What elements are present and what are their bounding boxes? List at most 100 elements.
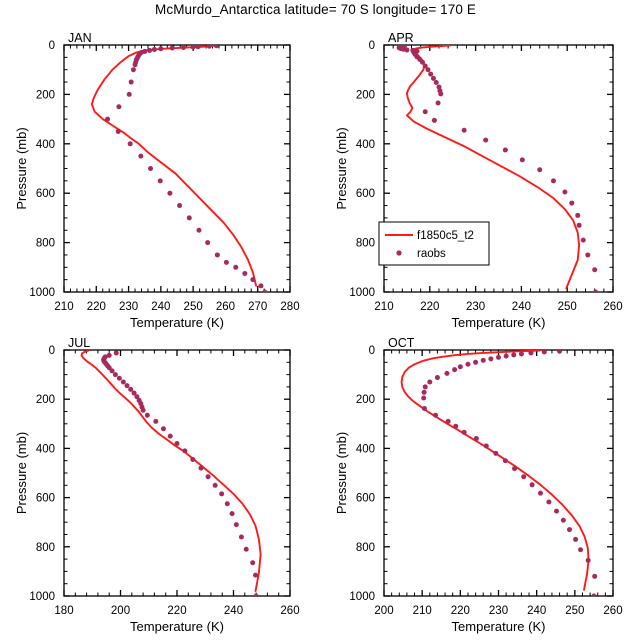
series-marker-raobs (554, 508, 560, 514)
y-tick-label: 1000 (29, 591, 55, 603)
series-marker-raobs (128, 386, 134, 392)
x-tick-label: 230 (489, 605, 508, 617)
series-marker-raobs (483, 137, 489, 143)
y-tick-label: 200 (356, 89, 375, 101)
panel-jul: 180 200 220 240 260 0 200 400 600 800 1000 JUL Tempe… (0, 335, 315, 640)
y-tick-label: 0 (369, 40, 375, 52)
series-marker-raobs (113, 350, 119, 356)
series-marker-raobs (238, 534, 244, 540)
series-marker-raobs (421, 395, 427, 401)
figure-title: McMurdo_Antarctica latitude= 70 S longit… (155, 2, 476, 17)
panel-month-label: OCT (388, 336, 415, 350)
y-tick-label: 0 (369, 345, 375, 357)
panel-oct-plot: 200 210 220 230 240 250 260 0 200 400 600 800 1000 OC… (334, 336, 623, 634)
series-marker-raobs (461, 429, 467, 435)
series-marker-raobs (518, 351, 524, 357)
x-tick-label: 210 (374, 301, 393, 313)
series-marker-raobs (473, 436, 479, 442)
y-tick-label: 800 (356, 542, 375, 554)
series-marker-raobs (157, 178, 163, 184)
plot-frame (383, 349, 614, 597)
panel-month-label: JUL (68, 336, 90, 350)
series-marker-raobs (105, 116, 111, 122)
series-marker-raobs (434, 375, 440, 381)
series-marker-raobs (198, 465, 204, 471)
series-marker-raobs (511, 352, 517, 358)
plot-frame (63, 349, 291, 597)
series-marker-raobs (576, 222, 582, 228)
panel-apr-plot: 210 220 230 240 250 260 0 200 400 600 800 1000 APR Te… (334, 31, 623, 330)
series-marker-raobs (258, 283, 264, 289)
series-marker-raobs (253, 572, 259, 578)
x-tick-label: 280 (280, 301, 299, 313)
series-marker-raobs (233, 264, 239, 270)
series-marker-raobs (126, 91, 132, 97)
series-marker-raobs (493, 450, 499, 456)
series-marker-raobs (250, 277, 256, 283)
series-marker-raobs (223, 259, 229, 265)
y-tick-label: 1000 (29, 287, 55, 299)
series-marker-raobs (575, 212, 581, 218)
series-marker-raobs (573, 536, 579, 542)
y-tick-label: 200 (356, 394, 375, 406)
y-tick-label: 800 (36, 238, 55, 250)
series-marker-raobs (433, 80, 439, 86)
panel-apr: 210 220 230 240 250 260 0 200 400 600 800 1000 APR Te… (316, 30, 631, 330)
series-marker-raobs (502, 458, 508, 464)
x-tick-label: 230 (119, 301, 138, 313)
series-marker-raobs (557, 350, 563, 354)
y-tick-label: 600 (356, 493, 375, 505)
series-marker-raobs (488, 356, 494, 362)
legend-label-model: f1850c5_t2 (417, 230, 474, 242)
legend-marker-swatch (396, 250, 402, 256)
x-axis-title: Temperature (K) (452, 619, 546, 634)
series-marker-raobs (430, 75, 436, 81)
x-tick-label: 270 (248, 301, 267, 313)
series-line-model (400, 350, 590, 591)
series-marker-raobs (585, 557, 591, 563)
series-marker-raobs (404, 47, 410, 53)
x-axis-title: Temperature (K) (130, 619, 224, 634)
series-marker-raobs (465, 361, 471, 367)
series-marker-raobs (537, 490, 543, 496)
legend-label-raobs: raobs (417, 248, 446, 260)
y-tick-label: 0 (49, 40, 55, 52)
x-tick-label: 240 (151, 301, 170, 313)
series-marker-raobs (169, 45, 175, 51)
series-marker-raobs (160, 426, 166, 432)
series-marker-raobs (212, 482, 218, 488)
panel-jan: 210 220 230 240 250 260 270 280 0 200 400 600 800 100… (0, 30, 315, 330)
x-tick-label: 240 (512, 301, 531, 313)
y-tick-label: 400 (356, 443, 375, 455)
series-marker-raobs (550, 178, 556, 184)
series-marker-raobs (585, 252, 591, 258)
x-tick-label: 180 (54, 605, 73, 617)
x-tick-label: 220 (420, 301, 439, 313)
series-marker-raobs (562, 189, 568, 195)
series-marker-raobs (435, 100, 441, 106)
series-marker-raobs (421, 389, 427, 395)
series-marker-raobs (431, 117, 437, 123)
series-marker-raobs (425, 67, 431, 73)
series-marker-raobs (124, 383, 130, 389)
series-marker-raobs (453, 423, 459, 429)
x-tick-label: 210 (54, 301, 73, 313)
plot-frame (63, 44, 291, 293)
series-marker-raobs (580, 237, 586, 243)
series-marker-raobs (116, 104, 122, 110)
series-marker-raobs (106, 352, 112, 358)
series-marker-raobs (182, 448, 188, 454)
series-marker-raobs (167, 433, 173, 439)
series-marker-raobs (116, 375, 122, 381)
legend-box (378, 221, 490, 266)
x-tick-label: 250 (565, 605, 584, 617)
series-marker-raobs (206, 45, 212, 49)
panel-month-label: APR (388, 31, 414, 45)
series-marker-raobs (224, 501, 230, 507)
y-tick-label: 200 (36, 394, 55, 406)
y-tick-label: 200 (36, 89, 55, 101)
x-tick-label: 260 (280, 605, 299, 617)
series-marker-raobs (151, 46, 157, 52)
